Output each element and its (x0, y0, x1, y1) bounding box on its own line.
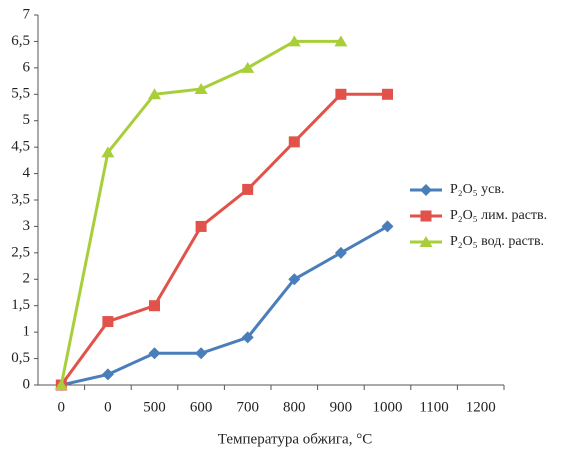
marker (148, 347, 161, 360)
legend-marker (420, 210, 432, 222)
marker (54, 379, 68, 390)
x-tick-label: 1000 (373, 399, 403, 415)
y-tick-label: 4 (23, 165, 31, 181)
marker (382, 88, 393, 100)
marker (242, 183, 254, 195)
y-tick-label: 0 (23, 376, 31, 392)
marker (335, 88, 347, 100)
y-tick-label: 3,5 (11, 191, 30, 207)
y-tick-label: 6 (23, 59, 31, 75)
y-tick-label: 3 (23, 218, 31, 234)
x-tick-label: 700 (236, 399, 259, 415)
marker (288, 273, 301, 286)
series-line (60, 92, 388, 386)
marker (149, 300, 160, 312)
legend-label: P₂O₅ усв. (450, 182, 504, 197)
marker (194, 83, 208, 94)
x-axis-title: Температура обжига, °С (218, 431, 372, 447)
x-tick-label: 0 (104, 399, 112, 415)
marker (334, 35, 348, 47)
y-tick-label: 5,5 (11, 86, 30, 102)
y-tick-label: 4,5 (11, 139, 30, 155)
marker (288, 136, 300, 148)
marker (287, 35, 301, 47)
y-tick-label: 6,5 (11, 33, 30, 49)
marker (241, 61, 255, 73)
x-tick-label: 900 (330, 399, 353, 415)
y-tick-label: 1 (23, 324, 31, 340)
x-tick-label: 1100 (419, 399, 448, 415)
marker (241, 331, 254, 344)
marker (195, 347, 208, 360)
marker (102, 316, 114, 328)
y-tick-label: 2 (23, 271, 31, 287)
marker (148, 88, 161, 100)
x-tick-label: 600 (190, 399, 213, 415)
y-tick-label: 1,5 (11, 297, 30, 313)
legend-label: P₂O₅ вод. раств. (450, 234, 544, 249)
y-tick-label: 5 (23, 112, 31, 128)
marker (381, 220, 394, 233)
x-tick-label: 1200 (466, 399, 496, 415)
marker (195, 220, 207, 232)
legend-marker (420, 184, 432, 196)
marker (334, 246, 347, 259)
marker (101, 146, 115, 158)
legend-marker (419, 236, 433, 247)
y-tick-label: 7 (23, 6, 31, 22)
marker (101, 368, 114, 381)
series-line (60, 225, 389, 387)
y-tick-label: 0,5 (11, 350, 30, 366)
y-tick-label: 2,5 (11, 244, 30, 260)
legend-label: P₂O₅ лим. раств. (450, 208, 547, 223)
x-tick-label: 0 (58, 399, 66, 415)
x-tick-label: 500 (143, 399, 166, 415)
x-tick-label: 800 (283, 399, 306, 415)
